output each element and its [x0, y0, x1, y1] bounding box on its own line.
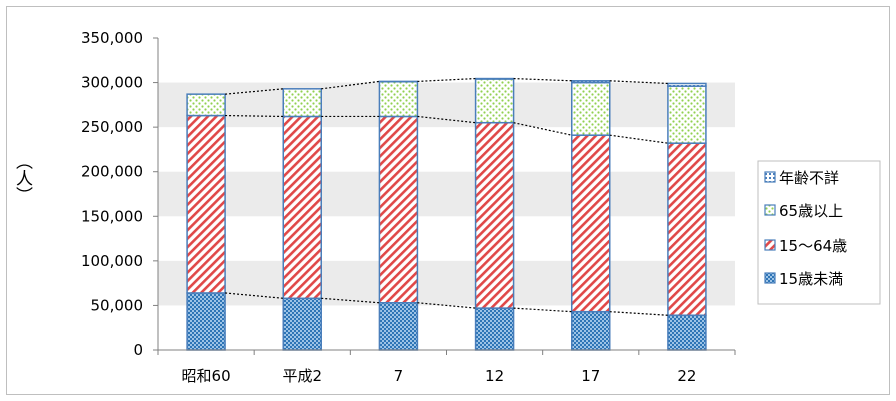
- y-axis-ticks: 0 50,000 100,000 150,000 200,000 250,000 300,0…: [81, 29, 158, 359]
- x-tick-label: 7: [394, 367, 404, 385]
- y-tick-label: 0: [133, 341, 143, 359]
- connector-line: [513, 77, 572, 82]
- grid-band: [158, 260, 735, 306]
- bars: [186, 77, 707, 351]
- connector-line: [225, 114, 284, 118]
- y-tick-label: 300,000: [81, 74, 143, 92]
- y-tick-label: 100,000: [81, 252, 143, 270]
- bar-segment-unknown-age: [667, 82, 707, 87]
- connector-lines: [225, 77, 668, 316]
- y-axis-label: （人）: [12, 153, 33, 204]
- x-tick-label: 昭和60: [182, 367, 231, 385]
- legend-swatch-working-age: [764, 239, 776, 251]
- connector-line: [225, 88, 284, 95]
- bar-segment-working-age: [186, 114, 226, 294]
- bar-segment-under15: [667, 314, 707, 351]
- y-axis-label-text: （人）: [12, 153, 33, 204]
- connector-line: [225, 292, 284, 299]
- y-tick-label: 50,000: [91, 296, 144, 314]
- chart-frame: [6, 6, 890, 395]
- bar-segment-under15: [282, 297, 322, 351]
- bar-segment-over65: [474, 78, 515, 124]
- grid-bands: [158, 82, 735, 306]
- bar-segment-working-age: [378, 115, 419, 304]
- bar-segment-over65: [571, 81, 611, 136]
- axes: [153, 38, 735, 351]
- connector-line: [609, 134, 668, 144]
- connector-line: [513, 307, 572, 313]
- legend-box: [757, 160, 881, 305]
- bar-segment-working-age: [474, 121, 515, 309]
- legend-label-working-age: 15～64歳: [779, 237, 847, 255]
- connector-line: [513, 122, 572, 136]
- legend-swatch-under15: [764, 272, 776, 284]
- bar-segment-under15: [378, 302, 419, 351]
- bar-segment-over65: [667, 85, 707, 144]
- connector-line: [609, 311, 668, 316]
- connector-line: [321, 297, 380, 304]
- bar-segment-working-age: [571, 134, 611, 313]
- y-tick-label: 150,000: [81, 207, 143, 225]
- bar-segment-over65: [186, 93, 226, 117]
- x-tick-label: 平成2: [282, 367, 322, 385]
- bar-segment-working-age: [282, 115, 322, 300]
- connector-line: [417, 115, 476, 124]
- grid-band: [158, 82, 735, 128]
- y-tick-label: 250,000: [81, 118, 143, 136]
- connector-line: [321, 80, 380, 90]
- bar-segment-over65: [282, 88, 322, 118]
- x-tick-label: 12: [485, 367, 504, 385]
- connector-line: [417, 77, 476, 83]
- x-axis-ticks: 昭和60 平成2 7 12 17 22: [157, 350, 736, 385]
- bar-segment-under15: [474, 307, 515, 351]
- y-tick-label: 350,000: [81, 29, 143, 47]
- connector-line: [417, 302, 476, 309]
- legend-swatch-unknown-age: [764, 171, 776, 183]
- legend-label-over65: 65歳以上: [779, 202, 843, 220]
- grid-band: [158, 171, 735, 217]
- legend-swatch-over65: [764, 204, 776, 216]
- legend-label-under15: 15歳未満: [779, 270, 843, 288]
- bar-segment-under15: [571, 310, 611, 351]
- y-tick-label: 200,000: [81, 163, 143, 181]
- x-tick-label: 22: [677, 367, 696, 385]
- bar-segment-under15: [186, 292, 226, 351]
- x-tick-label: 17: [581, 367, 600, 385]
- legend: 年齢不詳 65歳以上 15～64歳 15歳未満: [757, 160, 881, 305]
- bar-segment-working-age: [667, 142, 707, 316]
- legend-label-unknown-age: 年齢不詳: [779, 169, 839, 187]
- connector-line: [609, 80, 668, 85]
- bar-segment-over65: [378, 80, 419, 118]
- bar-segment-unknown-age: [571, 80, 611, 84]
